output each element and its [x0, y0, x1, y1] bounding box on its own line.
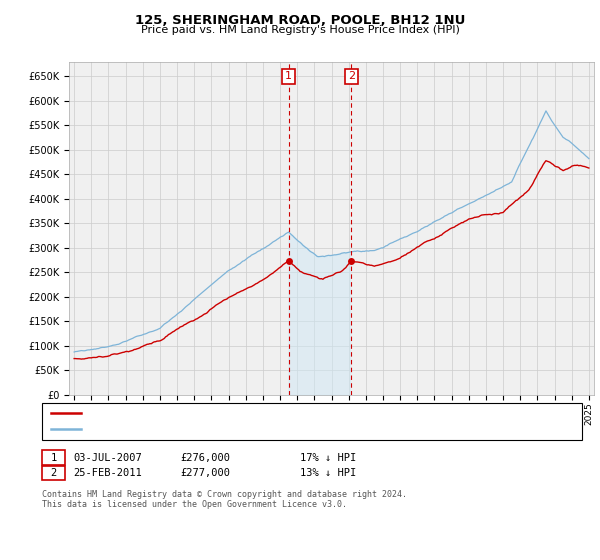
Text: Price paid vs. HM Land Registry's House Price Index (HPI): Price paid vs. HM Land Registry's House …: [140, 25, 460, 35]
Text: HPI: Average price, detached house, Bournemouth Christchurch and Poole: HPI: Average price, detached house, Bour…: [87, 424, 498, 435]
Text: 125, SHERINGHAM ROAD, POOLE, BH12 1NU (detached house): 125, SHERINGHAM ROAD, POOLE, BH12 1NU (d…: [87, 408, 404, 418]
Text: 13% ↓ HPI: 13% ↓ HPI: [300, 468, 356, 478]
Text: 25-FEB-2011: 25-FEB-2011: [73, 468, 142, 478]
Text: £277,000: £277,000: [180, 468, 230, 478]
Text: Contains HM Land Registry data © Crown copyright and database right 2024.
This d: Contains HM Land Registry data © Crown c…: [42, 490, 407, 510]
Text: £276,000: £276,000: [180, 452, 230, 463]
Text: 17% ↓ HPI: 17% ↓ HPI: [300, 452, 356, 463]
Text: 125, SHERINGHAM ROAD, POOLE, BH12 1NU: 125, SHERINGHAM ROAD, POOLE, BH12 1NU: [135, 14, 465, 27]
Text: 03-JUL-2007: 03-JUL-2007: [73, 452, 142, 463]
Text: 1: 1: [50, 452, 56, 463]
Text: 2: 2: [347, 71, 355, 81]
Text: 2: 2: [50, 468, 56, 478]
Text: 1: 1: [285, 71, 292, 81]
